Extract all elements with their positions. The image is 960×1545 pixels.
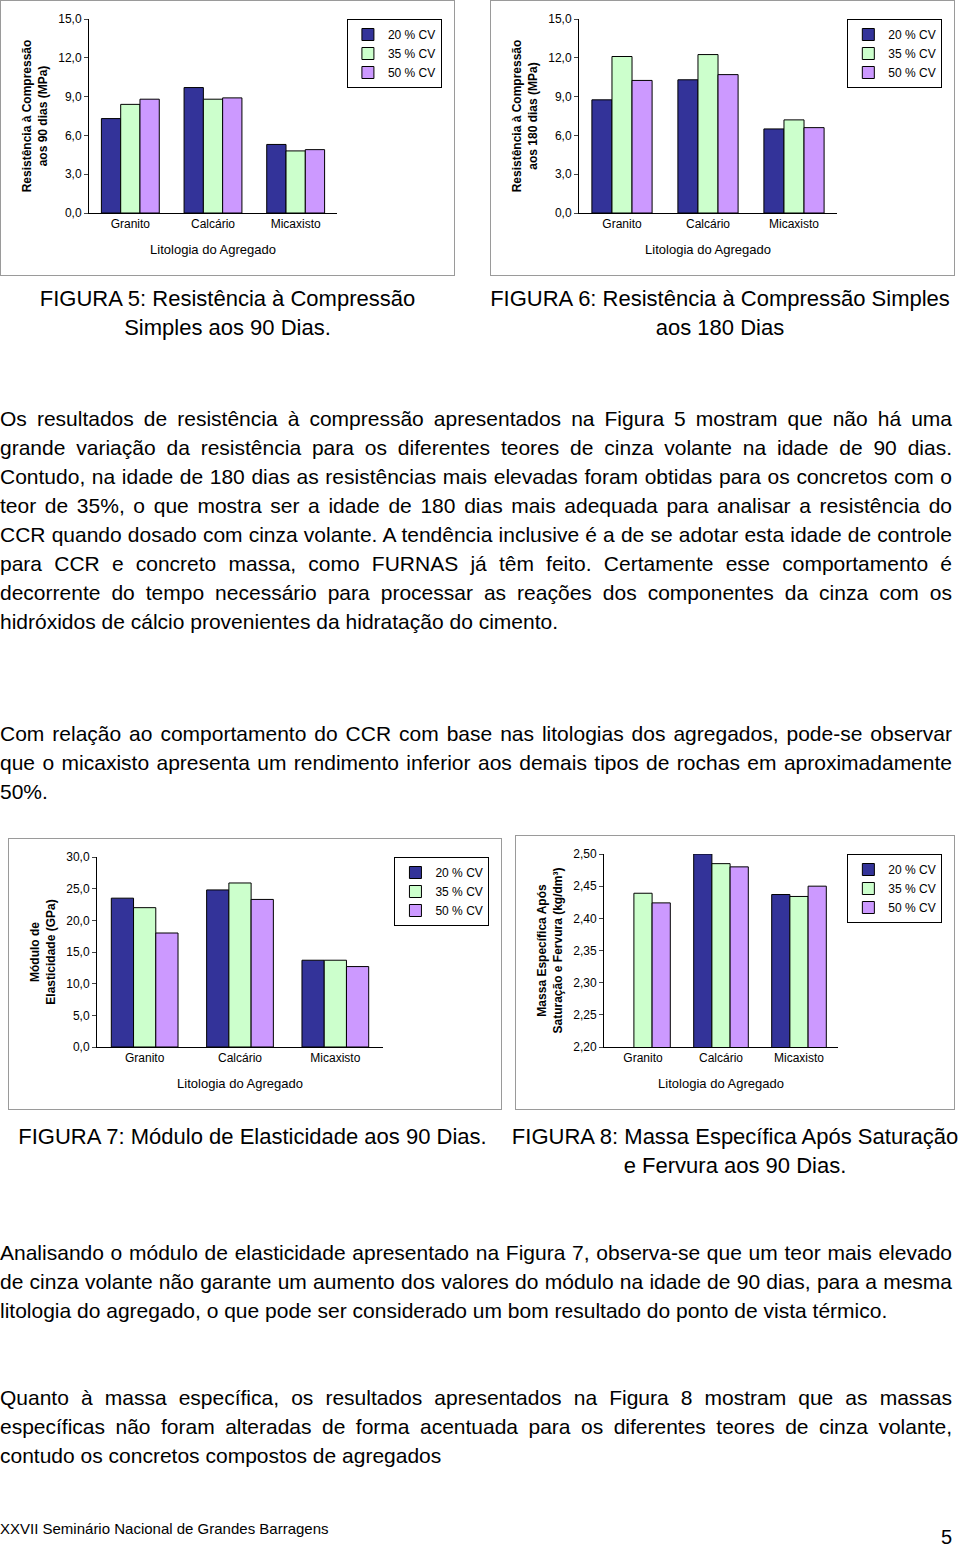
svg-text:Calcário: Calcário bbox=[218, 1051, 262, 1065]
svg-text:Calcário: Calcário bbox=[686, 217, 730, 231]
html-text:Os resultados de resistência à: Os resultados de resistência à compressã… bbox=[0, 407, 952, 633]
html-text:FIGURA 6: Resistência à Compre: FIGURA 6: Resistência à Compressão Simpl… bbox=[490, 286, 950, 340]
svg-text:Calcário: Calcário bbox=[191, 217, 235, 231]
svg-text:35 % CV: 35 % CV bbox=[388, 47, 435, 61]
html-text:FIGURA 7: Módulo de Elasticida: FIGURA 7: Módulo de Elasticidade aos 90 … bbox=[18, 1124, 487, 1149]
svg-text:50 % CV: 50 % CV bbox=[388, 66, 435, 80]
svg-text:15,0: 15,0 bbox=[548, 12, 572, 26]
html-text:Com relação ao comportamento d: Com relação ao comportamento do CCR com … bbox=[0, 722, 952, 803]
svg-text:Micaxisto: Micaxisto bbox=[774, 1051, 824, 1065]
svg-text:20 % CV: 20 % CV bbox=[435, 866, 482, 880]
svg-text:2,50: 2,50 bbox=[573, 847, 597, 861]
svg-text:10,0: 10,0 bbox=[66, 977, 90, 991]
svg-text:Massa Específica ApósSaturação: Massa Específica ApósSaturação e Fervura… bbox=[535, 867, 565, 1033]
svg-text:50 % CV: 50 % CV bbox=[888, 901, 935, 915]
svg-text:50 % CV: 50 % CV bbox=[435, 904, 482, 918]
svg-text:12,0: 12,0 bbox=[58, 51, 82, 65]
svg-text:Granito: Granito bbox=[602, 217, 642, 231]
svg-text:5,0: 5,0 bbox=[73, 1009, 90, 1023]
html-text:XXVII Seminário Nacional de Gr: XXVII Seminário Nacional de Grandes Barr… bbox=[0, 1520, 329, 1537]
svg-text:20 % CV: 20 % CV bbox=[888, 863, 935, 877]
svg-text:25,0: 25,0 bbox=[66, 882, 90, 896]
svg-text:35 % CV: 35 % CV bbox=[888, 47, 935, 61]
html-text:FIGURA 8: Massa Específica Apó: FIGURA 8: Massa Específica Após Saturaçã… bbox=[511, 1124, 959, 1178]
svg-text:Granito: Granito bbox=[125, 1051, 165, 1065]
svg-text:Granito: Granito bbox=[111, 217, 151, 231]
svg-text:6,0: 6,0 bbox=[65, 129, 82, 143]
svg-text:Litologia do Agregado: Litologia do Agregado bbox=[177, 1076, 303, 1091]
svg-text:20 % CV: 20 % CV bbox=[388, 28, 435, 42]
svg-text:2,30: 2,30 bbox=[573, 976, 597, 990]
svg-text:2,45: 2,45 bbox=[573, 879, 597, 893]
svg-text:9,0: 9,0 bbox=[555, 90, 572, 104]
svg-text:Calcário: Calcário bbox=[699, 1051, 743, 1065]
html-text:Quanto à massa específica, os: Quanto à massa específica, os resultados… bbox=[0, 1386, 952, 1467]
svg-text:50 % CV: 50 % CV bbox=[888, 66, 935, 80]
svg-text:12,0: 12,0 bbox=[548, 51, 572, 65]
svg-text:15,0: 15,0 bbox=[58, 12, 82, 26]
svg-text:2,20: 2,20 bbox=[573, 1040, 597, 1054]
svg-text:Micaxisto: Micaxisto bbox=[310, 1051, 360, 1065]
svg-text:3,0: 3,0 bbox=[555, 167, 572, 181]
svg-text:2,40: 2,40 bbox=[573, 912, 597, 926]
svg-text:0,0: 0,0 bbox=[73, 1040, 90, 1054]
svg-text:Litologia do Agregado: Litologia do Agregado bbox=[645, 242, 771, 257]
svg-text:Micaxisto: Micaxisto bbox=[769, 217, 819, 231]
svg-text:20 % CV: 20 % CV bbox=[888, 28, 935, 42]
svg-text:35 % CV: 35 % CV bbox=[888, 882, 935, 896]
html-text:FIGURA 5: Resistência à Compre: FIGURA 5: Resistência à Compressão Simpl… bbox=[39, 286, 416, 340]
svg-text:Módulo deElasticidade (GPa): Módulo deElasticidade (GPa) bbox=[28, 899, 58, 1004]
svg-text:20,0: 20,0 bbox=[66, 914, 90, 928]
svg-text:Granito: Granito bbox=[623, 1051, 663, 1065]
svg-text:3,0: 3,0 bbox=[65, 167, 82, 181]
svg-text:2,25: 2,25 bbox=[573, 1008, 597, 1022]
svg-text:Litologia do Agregado: Litologia do Agregado bbox=[658, 1076, 784, 1091]
svg-text:Litologia do Agregado: Litologia do Agregado bbox=[150, 242, 276, 257]
svg-text:30,0: 30,0 bbox=[66, 850, 90, 864]
svg-text:9,0: 9,0 bbox=[65, 90, 82, 104]
svg-text:0,0: 0,0 bbox=[555, 206, 572, 220]
svg-text:Resistência à Compressãoaos 90: Resistência à Compressãoaos 90 dias (MPa… bbox=[20, 40, 50, 193]
svg-text:6,0: 6,0 bbox=[555, 129, 572, 143]
svg-text:0,0: 0,0 bbox=[65, 206, 82, 220]
svg-text:15,0: 15,0 bbox=[66, 945, 90, 959]
svg-text:2,35: 2,35 bbox=[573, 944, 597, 958]
svg-text:Resistência à Compressãoaos 18: Resistência à Compressãoaos 180 dias (MP… bbox=[510, 40, 540, 193]
svg-text:Micaxisto: Micaxisto bbox=[271, 217, 321, 231]
html-text:Analisando o módulo de elastic: Analisando o módulo de elasticidade apre… bbox=[0, 1241, 952, 1322]
svg-text:35 % CV: 35 % CV bbox=[435, 885, 482, 899]
